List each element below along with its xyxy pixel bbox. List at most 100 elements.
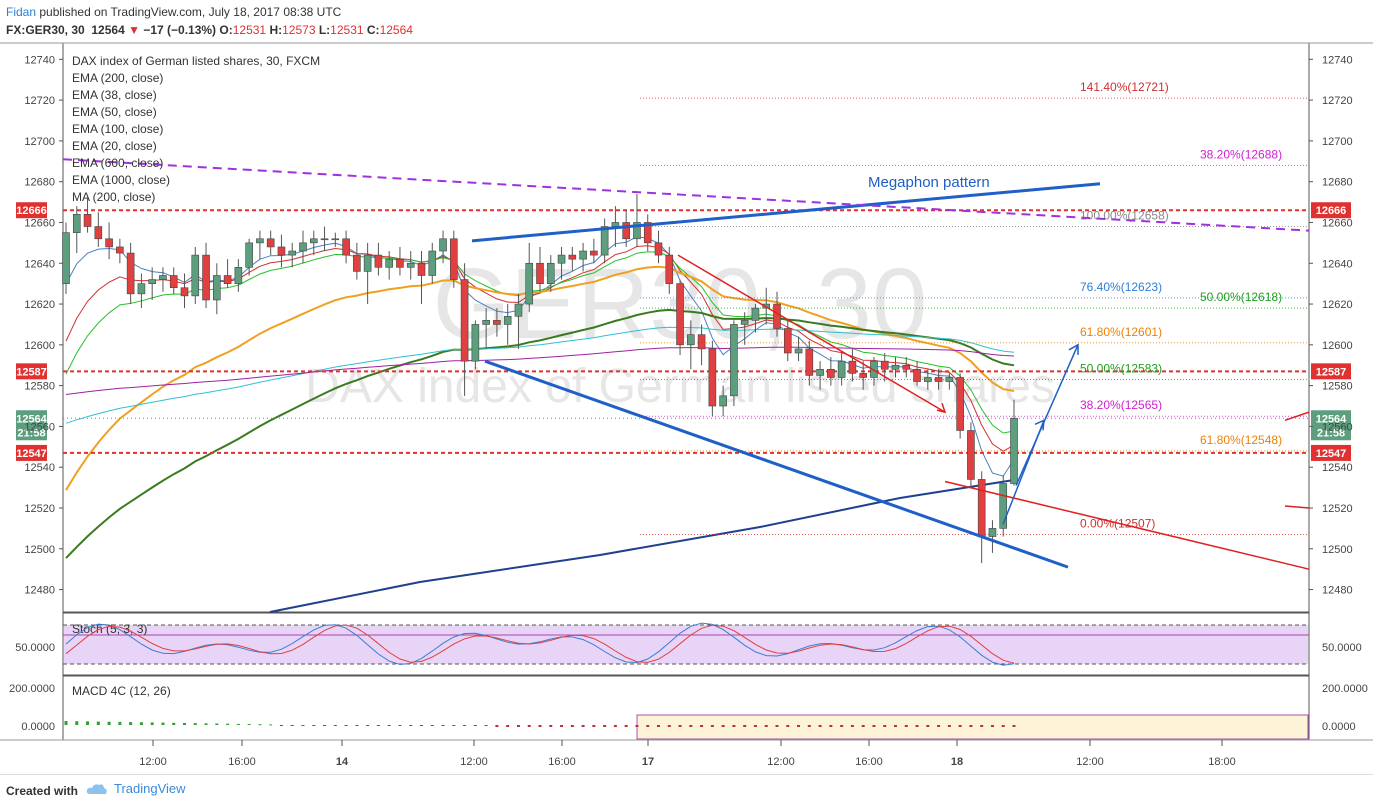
y-tick-label: 12680 xyxy=(24,177,55,189)
fib-level-label: 50.00%(12583) xyxy=(1080,362,1162,376)
legend-item[interactable]: EMA (600, close) xyxy=(72,156,164,170)
macd-bar xyxy=(376,725,380,726)
macd-bar xyxy=(538,725,542,727)
y-tick-label: 12500 xyxy=(1322,544,1353,556)
macd-tick-label: 200.0000 xyxy=(9,683,55,695)
macd-bar xyxy=(473,725,477,726)
y-tick-label: 12540 xyxy=(1322,462,1353,474)
candle-body xyxy=(654,242,663,256)
candle-body xyxy=(266,238,275,248)
down-arrow-icon: ▼ xyxy=(128,23,140,37)
candle-body xyxy=(913,369,921,382)
macd-bar xyxy=(646,725,650,727)
candle-body xyxy=(611,222,620,227)
macd-bar xyxy=(915,725,919,727)
macd-bar xyxy=(118,721,122,725)
candle-body xyxy=(342,238,350,256)
x-tick-label: 12:00 xyxy=(767,756,795,768)
price-marker-sublabel: 21:58 xyxy=(17,427,45,439)
macd-bar xyxy=(107,721,111,725)
candle-body xyxy=(385,258,393,268)
candle-body xyxy=(137,283,146,295)
legend-item[interactable]: EMA (200, close) xyxy=(72,71,164,85)
macd-bar xyxy=(1012,725,1016,727)
x-tick-label: 18 xyxy=(951,756,963,768)
x-tick-label: 16:00 xyxy=(855,756,883,768)
y-tick-label: 12660 xyxy=(24,217,55,229)
high-value: 12573 xyxy=(282,23,316,37)
macd-bar xyxy=(840,725,844,727)
y-tick-label: 12700 xyxy=(24,136,55,148)
macd-bar xyxy=(516,725,520,727)
candle-body xyxy=(816,369,824,376)
macd-bar xyxy=(721,725,725,727)
ema-200-line xyxy=(65,308,1015,559)
author-link[interactable]: Fidan xyxy=(6,5,37,19)
macd-bar xyxy=(366,725,370,726)
candle-body xyxy=(924,377,932,382)
macd-bar xyxy=(581,725,585,727)
candle-body xyxy=(1010,417,1018,484)
y-tick-label: 12680 xyxy=(1322,177,1353,189)
macd-bar xyxy=(947,725,951,727)
ema-600-line xyxy=(65,346,1015,395)
candle-body xyxy=(234,267,243,284)
y-tick-label: 12580 xyxy=(1322,381,1353,393)
legend-item[interactable]: MA (200, close) xyxy=(72,190,156,204)
macd-bar xyxy=(333,725,337,726)
macd-bar xyxy=(753,725,757,727)
last-price: 12564 xyxy=(91,23,125,37)
y-tick-label: 12480 xyxy=(24,585,55,597)
legend-item[interactable]: EMA (50, close) xyxy=(72,105,157,119)
legend-item[interactable]: EMA (38, close) xyxy=(72,88,157,102)
y-tick-label: 12600 xyxy=(24,340,55,352)
macd-bar xyxy=(1001,725,1005,727)
candle-body xyxy=(277,246,286,256)
fib-level-label: 38.20%(12688) xyxy=(1200,147,1282,161)
macd-label: MACD 4C (12, 26) xyxy=(72,684,171,698)
legend-item[interactable]: EMA (100, close) xyxy=(72,122,164,136)
macd-bar xyxy=(96,721,100,725)
macd-bar xyxy=(807,725,811,727)
candle-body xyxy=(482,320,490,325)
legend-item[interactable]: EMA (20, close) xyxy=(72,139,157,153)
fib-level-label: 100.00%(12658) xyxy=(1080,209,1169,223)
symbol-name[interactable]: FX:GER30, 30 xyxy=(6,23,85,37)
macd-bar xyxy=(290,725,294,726)
macd-bar xyxy=(355,725,359,726)
candle-body xyxy=(94,226,103,240)
macd-bar xyxy=(560,725,564,727)
macd-bar xyxy=(463,725,467,726)
watermark-name: DAX index of German listed shares xyxy=(305,360,1055,413)
macd-bar xyxy=(258,724,262,726)
tradingview-logo[interactable]: TradingView xyxy=(86,781,186,796)
candle-body xyxy=(945,377,954,382)
macd-bar xyxy=(883,725,887,727)
candle-body xyxy=(116,246,124,254)
candle-body xyxy=(353,254,361,272)
indicator-legend: DAX index of German listed shares, 30, F… xyxy=(72,53,320,206)
cloud-icon xyxy=(86,783,107,794)
macd-bar xyxy=(226,723,230,725)
y-tick-label: 12640 xyxy=(24,258,55,270)
macd-bar xyxy=(204,723,208,725)
candle-body xyxy=(977,479,986,537)
macd-bar xyxy=(247,724,251,726)
candle-body xyxy=(320,238,329,241)
y-tick-label: 12720 xyxy=(1322,95,1353,107)
candle-body xyxy=(159,275,167,280)
purple-dashed-trendline xyxy=(62,158,1310,232)
x-tick-label: 17 xyxy=(642,756,654,768)
megaphone-upper-line xyxy=(471,182,1101,243)
arrow-head-icon xyxy=(1068,343,1079,355)
close-value: 12564 xyxy=(379,23,413,37)
y-tick-label: 12700 xyxy=(1322,136,1353,148)
price-marker-label: 12587 xyxy=(16,366,47,378)
y-tick-label: 12720 xyxy=(24,95,55,107)
macd-bar xyxy=(430,725,434,726)
candle-body xyxy=(773,303,781,329)
macd-bar xyxy=(129,722,133,725)
legend-item[interactable]: EMA (1000, close) xyxy=(72,173,171,187)
legend-item[interactable]: DAX index of German listed shares, 30, F… xyxy=(72,54,321,68)
